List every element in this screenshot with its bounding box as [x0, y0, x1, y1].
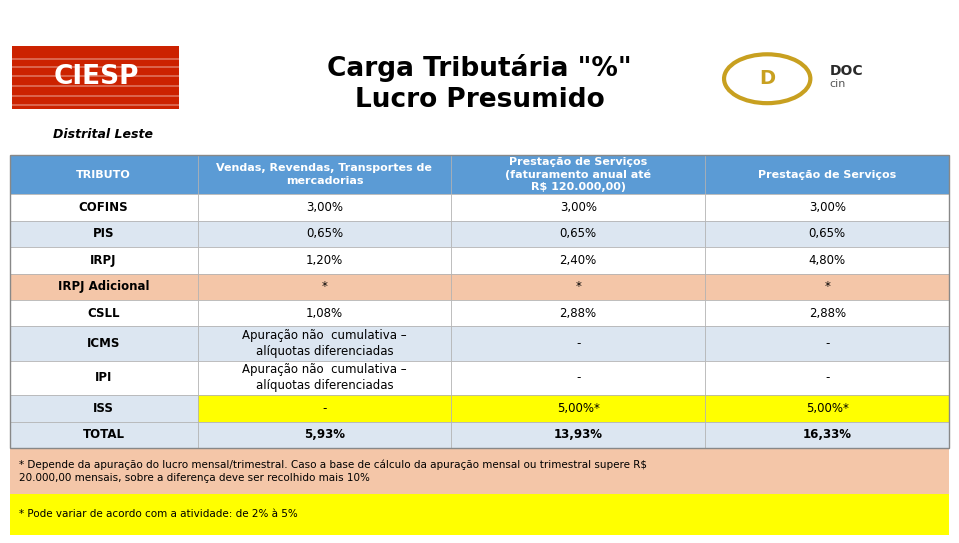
- Text: 5,00%*: 5,00%*: [806, 402, 849, 415]
- Text: Apuração não  cumulativa –
alíquotas diferenciadas: Apuração não cumulativa – alíquotas dife…: [242, 363, 407, 393]
- Text: 2,88%: 2,88%: [560, 307, 596, 320]
- Text: 1,20%: 1,20%: [306, 254, 343, 267]
- Bar: [198, 300, 452, 326]
- Bar: [10, 326, 198, 361]
- Bar: [705, 247, 949, 274]
- Bar: [705, 194, 949, 221]
- Text: cin: cin: [830, 79, 846, 89]
- Text: *: *: [321, 280, 327, 293]
- Text: *: *: [575, 280, 581, 293]
- Text: 0,65%: 0,65%: [560, 228, 596, 241]
- Text: CSLL: CSLL: [87, 307, 120, 320]
- Bar: [10, 395, 198, 421]
- Bar: [10, 361, 198, 395]
- Bar: [705, 300, 949, 326]
- Text: Prestação de Serviços: Prestação de Serviços: [759, 169, 897, 180]
- Bar: [10, 194, 198, 221]
- Bar: [452, 361, 705, 395]
- Bar: [12, 75, 179, 77]
- Text: 3,00%: 3,00%: [560, 201, 596, 214]
- Bar: [705, 155, 949, 194]
- Text: 5,93%: 5,93%: [304, 428, 345, 441]
- Bar: [452, 155, 705, 194]
- Text: 4,80%: 4,80%: [808, 254, 846, 267]
- Bar: [12, 104, 179, 106]
- Bar: [452, 274, 705, 300]
- Text: -: -: [825, 337, 830, 350]
- Text: Lucro Presumido: Lucro Presumido: [355, 87, 604, 113]
- Text: PIS: PIS: [93, 228, 114, 241]
- Bar: [10, 155, 949, 448]
- Text: 0,65%: 0,65%: [808, 228, 846, 241]
- Bar: [705, 395, 949, 421]
- Bar: [10, 247, 198, 274]
- Bar: [198, 274, 452, 300]
- Bar: [198, 395, 452, 421]
- Bar: [12, 46, 179, 109]
- Bar: [10, 300, 198, 326]
- Text: Carga Tributária "%": Carga Tributária "%": [327, 54, 632, 82]
- Bar: [452, 326, 705, 361]
- Bar: [12, 95, 179, 97]
- Bar: [12, 66, 179, 68]
- Text: 2,40%: 2,40%: [559, 254, 596, 267]
- Bar: [705, 421, 949, 448]
- Bar: [10, 448, 949, 494]
- Bar: [452, 421, 705, 448]
- Text: * Depende da apuração do lucro mensal/trimestral. Caso a base de cálculo da apur: * Depende da apuração do lucro mensal/tr…: [19, 459, 647, 483]
- Bar: [452, 221, 705, 247]
- Text: 5,00%*: 5,00%*: [557, 402, 599, 415]
- Text: 3,00%: 3,00%: [306, 201, 343, 214]
- Bar: [705, 221, 949, 247]
- Text: Prestação de Serviços
(faturamento anual até
R$ 120.000,00): Prestação de Serviços (faturamento anual…: [505, 157, 651, 192]
- Bar: [198, 194, 452, 221]
- Text: IRPJ: IRPJ: [90, 254, 117, 267]
- Text: -: -: [825, 371, 830, 384]
- Bar: [198, 155, 452, 194]
- Bar: [10, 155, 198, 194]
- Text: ISS: ISS: [93, 402, 114, 415]
- Bar: [10, 221, 198, 247]
- Text: TOTAL: TOTAL: [82, 428, 125, 441]
- Text: -: -: [322, 402, 327, 415]
- Text: 2,88%: 2,88%: [808, 307, 846, 320]
- Bar: [12, 85, 179, 87]
- Bar: [12, 58, 179, 60]
- Text: Apuração não  cumulativa –
alíquotas diferenciadas: Apuração não cumulativa – alíquotas dife…: [242, 329, 407, 358]
- Bar: [10, 421, 198, 448]
- Bar: [452, 300, 705, 326]
- Bar: [452, 395, 705, 421]
- Text: IRPJ Adicional: IRPJ Adicional: [58, 280, 150, 293]
- Bar: [198, 247, 452, 274]
- Text: ICMS: ICMS: [87, 337, 120, 350]
- Text: D: D: [760, 70, 775, 88]
- Text: 3,00%: 3,00%: [808, 201, 846, 214]
- Text: DOC: DOC: [830, 64, 863, 78]
- Bar: [705, 361, 949, 395]
- Bar: [198, 421, 452, 448]
- Text: 0,65%: 0,65%: [306, 228, 343, 241]
- Text: IPI: IPI: [95, 371, 112, 384]
- Text: 13,93%: 13,93%: [553, 428, 602, 441]
- Text: Vendas, Revendas, Transportes de
mercadorias: Vendas, Revendas, Transportes de mercado…: [217, 163, 433, 186]
- Bar: [452, 194, 705, 221]
- Text: * Pode variar de acordo com a atividade: de 2% à 5%: * Pode variar de acordo com a atividade:…: [19, 509, 298, 520]
- Bar: [705, 274, 949, 300]
- Text: -: -: [576, 371, 580, 384]
- Text: *: *: [825, 280, 830, 293]
- Text: COFINS: COFINS: [79, 201, 129, 214]
- Bar: [452, 247, 705, 274]
- Text: 16,33%: 16,33%: [803, 428, 852, 441]
- Bar: [705, 326, 949, 361]
- Bar: [198, 221, 452, 247]
- Bar: [10, 274, 198, 300]
- Bar: [10, 494, 949, 535]
- Bar: [198, 326, 452, 361]
- Text: -: -: [576, 337, 580, 350]
- Text: CIESP: CIESP: [53, 64, 139, 90]
- Text: Distrital Leste: Distrital Leste: [53, 128, 152, 141]
- Text: 1,08%: 1,08%: [306, 307, 343, 320]
- Text: TRIBUTO: TRIBUTO: [76, 169, 131, 180]
- Bar: [198, 361, 452, 395]
